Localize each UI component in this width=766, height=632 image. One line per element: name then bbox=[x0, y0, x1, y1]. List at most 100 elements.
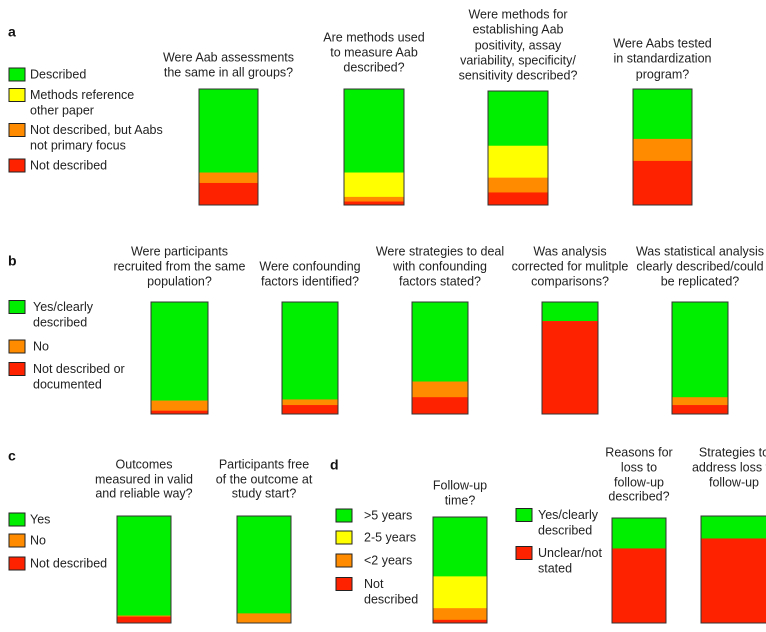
bar-question: Was statistical analysis bbox=[636, 244, 764, 258]
legend-label: Methods reference bbox=[30, 88, 134, 102]
bar-segment-green bbox=[199, 89, 258, 173]
legend-label: other paper bbox=[30, 103, 94, 117]
bar-outline bbox=[281, 301, 339, 415]
bar-question: sensitivity described? bbox=[459, 68, 578, 82]
bar-segment-yellow bbox=[344, 172, 404, 198]
bar-segment-green bbox=[488, 91, 548, 147]
bar-segment-red bbox=[199, 182, 258, 206]
bar-question: Were strategies to deal bbox=[376, 244, 504, 258]
bar-question: factors identified? bbox=[261, 274, 359, 288]
legend-label: described bbox=[364, 592, 418, 606]
bar-question: Are methods used bbox=[323, 30, 424, 44]
panel-label: d bbox=[330, 457, 339, 473]
panel-label: a bbox=[8, 24, 16, 40]
bar-outline bbox=[236, 515, 292, 624]
bar-question: described? bbox=[608, 489, 669, 503]
bar-question: time? bbox=[445, 493, 476, 507]
legend-label: Yes/clearly bbox=[33, 300, 94, 314]
bar-question: Reasons for bbox=[605, 445, 672, 459]
bar-outline bbox=[700, 515, 766, 624]
bar-question: Were participants bbox=[131, 244, 228, 258]
bar-segment-red bbox=[542, 321, 598, 415]
bar-question: and reliable way? bbox=[95, 486, 192, 500]
bar-segment-green bbox=[282, 302, 338, 400]
legend-label: described bbox=[33, 315, 87, 329]
legend-swatch-green bbox=[8, 67, 26, 82]
bar-segment-orange bbox=[151, 400, 208, 411]
bar-question: the same in all groups? bbox=[164, 65, 293, 79]
legend-swatch-green bbox=[8, 512, 26, 527]
legend-label: >5 years bbox=[364, 508, 412, 522]
bar-question: Were methods for bbox=[468, 7, 567, 21]
legend-label: not primary focus bbox=[30, 138, 126, 152]
bar-segment-red bbox=[701, 538, 766, 624]
bar-outline bbox=[611, 517, 667, 624]
bar-segment-green bbox=[672, 302, 728, 398]
bar-segment-green bbox=[151, 302, 208, 401]
bar-question: be replicated? bbox=[661, 274, 740, 288]
legend-label: described bbox=[538, 523, 592, 537]
legend-swatch-red bbox=[515, 546, 533, 560]
bar-question: Follow-up bbox=[433, 478, 487, 492]
bar-segment-orange bbox=[412, 381, 468, 398]
legend-label: Not described bbox=[30, 556, 107, 570]
bar-question: Were Aabs tested bbox=[613, 36, 711, 50]
bar-segment-green bbox=[433, 517, 487, 577]
bar-segment-green bbox=[344, 89, 404, 173]
bar-question: factors stated? bbox=[399, 274, 481, 288]
legend-label: 2-5 years bbox=[364, 530, 416, 544]
bar-segment-orange bbox=[117, 615, 171, 617]
legend-label: stated bbox=[538, 561, 572, 575]
legend-swatch-red bbox=[8, 158, 26, 173]
bar-question: address loss to bbox=[692, 460, 766, 474]
panel-label: c bbox=[8, 448, 16, 464]
bar-question: Were Aab assessments bbox=[163, 50, 294, 64]
legend-swatch-green bbox=[515, 508, 533, 522]
bar-segment-green bbox=[237, 516, 291, 614]
bar-segment-yellow bbox=[488, 145, 548, 178]
legend-label: Not bbox=[364, 577, 384, 591]
bar-question: variability, specificity/ bbox=[460, 53, 576, 67]
bar-question: in standardization bbox=[614, 51, 712, 65]
bar-outline bbox=[632, 88, 693, 206]
legend-label: <2 years bbox=[364, 553, 412, 567]
legend-swatch-orange bbox=[8, 339, 26, 354]
legend-swatch-green bbox=[8, 300, 26, 314]
bar-segment-green bbox=[412, 302, 468, 382]
bar-segment-orange bbox=[344, 196, 404, 202]
bar-outline bbox=[411, 301, 469, 415]
legend-swatch-orange bbox=[335, 553, 353, 568]
bar-question: establishing Aab bbox=[472, 22, 563, 36]
bar-segment-orange bbox=[433, 608, 487, 621]
bar-question: to measure Aab bbox=[330, 45, 418, 59]
bar-segment-green bbox=[612, 518, 666, 549]
bar-question: with confounding bbox=[392, 259, 487, 273]
bar-segment-green bbox=[701, 516, 766, 539]
bar-segment-red bbox=[612, 548, 666, 624]
bar-question: follow-up bbox=[614, 475, 664, 489]
bar-segment-green bbox=[542, 302, 598, 322]
legend-swatch-yellow bbox=[8, 88, 26, 102]
bar-segment-red bbox=[117, 616, 171, 624]
bar-outline bbox=[343, 88, 405, 206]
bar-segment-green bbox=[633, 89, 692, 140]
panel-label: b bbox=[8, 253, 17, 269]
bar-outline bbox=[671, 301, 729, 415]
legend-label: Not described or bbox=[33, 362, 125, 376]
bar-segment-orange bbox=[237, 613, 291, 624]
bar-question: population? bbox=[147, 274, 212, 288]
legend-swatch-green bbox=[335, 508, 353, 523]
bar-segment-red bbox=[412, 397, 468, 415]
bar-question: positivity, assay bbox=[475, 38, 562, 52]
bar-segment-orange bbox=[672, 397, 728, 406]
legend-label: documented bbox=[33, 377, 102, 391]
bar-segment-red bbox=[488, 192, 548, 206]
legend-swatch-orange bbox=[8, 533, 26, 548]
bar-question: clearly described/could bbox=[636, 259, 763, 273]
legend-swatch-red bbox=[8, 362, 26, 376]
bar-segment-orange bbox=[282, 399, 338, 406]
bar-segment-orange bbox=[199, 172, 258, 184]
bar-question: Participants free bbox=[219, 457, 309, 471]
legend-label: Not described, but Aabs bbox=[30, 123, 163, 137]
bar-outline bbox=[432, 516, 488, 624]
